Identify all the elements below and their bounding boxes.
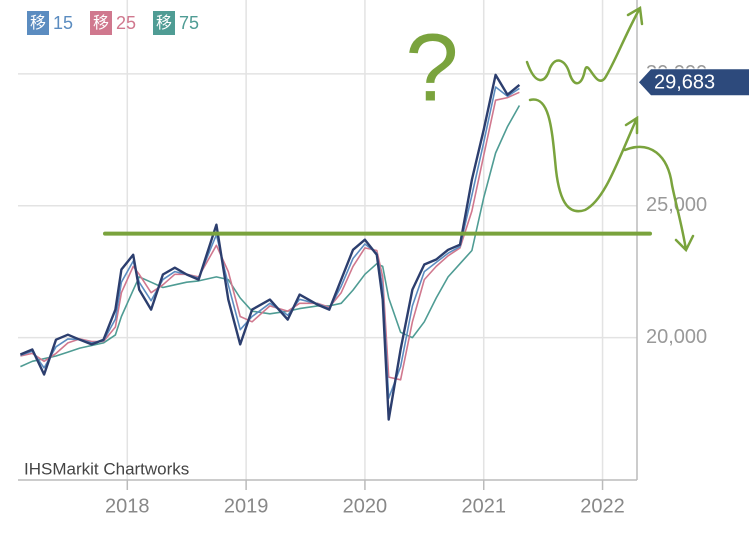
scribble-curve: [528, 98, 639, 213]
x-tick-label: 2022: [580, 495, 625, 517]
legend-label: 75: [179, 13, 199, 33]
legend-swatch: [27, 11, 49, 35]
legend-label: 15: [53, 13, 73, 33]
x-tick-label: 2020: [343, 495, 388, 517]
watermark: IHSMarkit Chartworks: [24, 459, 189, 478]
price-flag-label: 29,683: [654, 71, 715, 93]
moving-average: [20, 86, 520, 399]
legend-label: 25: [116, 13, 136, 33]
scribble-up: [525, 5, 644, 85]
legend-prefix: 移: [30, 14, 46, 32]
hand-drawing: [525, 5, 695, 253]
price-line: [19, 73, 521, 421]
moving-average: [20, 91, 520, 381]
x-tick-label: 2021: [461, 495, 506, 517]
legend-prefix: 移: [93, 14, 109, 32]
price-flag: [639, 69, 749, 96]
x-tick-label: 2019: [224, 495, 269, 517]
annotation: ?: [405, 14, 458, 121]
moving-average: [20, 105, 521, 368]
legend-prefix: 移: [156, 14, 172, 32]
legend-swatch: [153, 11, 175, 35]
legend-swatch: [90, 11, 112, 35]
x-tick-label: 2018: [105, 495, 150, 517]
grid: [18, 0, 637, 480]
scribble-down: [623, 145, 695, 253]
y-tick-label: 20,000: [646, 326, 707, 348]
